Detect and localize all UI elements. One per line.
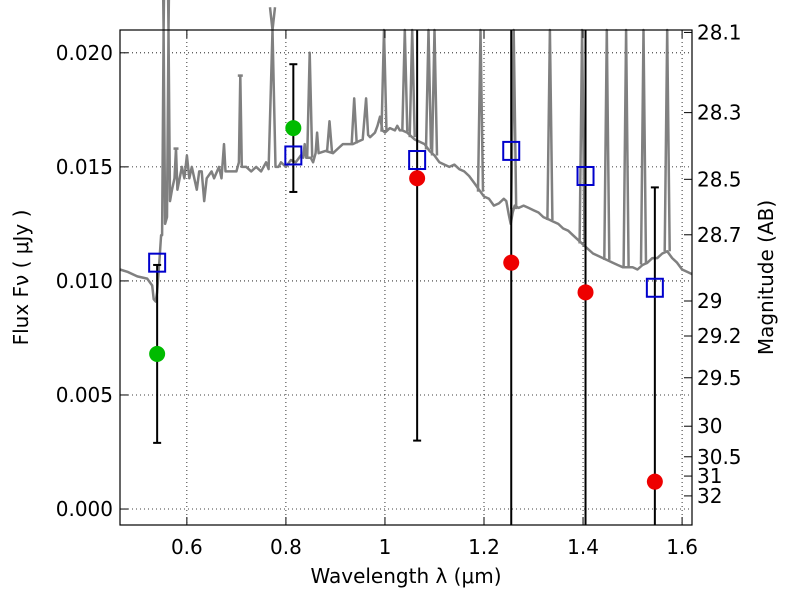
observed-point-red [409,170,426,187]
axis-ticks: 0.6 0.8 1 1.2 1.4 1.6 0.000 0.005 0.010 0.015 0.02… [56,20,742,559]
spectrum-layer [119,0,693,303]
mag-tick-label: 28.3 [697,101,742,125]
x-tick-label: 1.2 [468,535,500,559]
x-tick-label: 1.6 [666,535,698,559]
emission-line-spike [268,7,277,32]
x-axis-title: Wavelength λ (μm) [310,564,501,588]
model-photometry-square [645,277,664,298]
mag-tick-label: 29 [697,289,722,313]
emission-line-spike [424,28,433,150]
emission-line-spike [639,28,648,265]
plot-frame [119,29,693,526]
model-photometry-square [502,140,521,161]
emission-line-spike [325,119,334,153]
grid-layer [120,30,692,525]
emission-line-spike [663,28,671,252]
y-axis-title: Flux Fν ( μJy ) [9,210,33,346]
y-tick-label: 0.010 [56,269,113,293]
mag-tick-label: 31 [697,464,722,488]
data-points [148,120,664,490]
y-tick-label: 0.020 [56,41,113,65]
emission-line-spike [401,28,409,132]
model-photometry-square [148,252,167,273]
observed-point-green [149,345,166,362]
observed-point-green [285,120,302,137]
emission-line-spike [408,28,416,138]
emission-line-spike [476,28,485,192]
emission-line-spike [350,97,358,144]
mag-tick-label: 30 [697,414,722,438]
mag-tick-label: 32 [697,484,722,508]
emission-line-spike [578,28,586,244]
x-tick-label: 0.8 [270,535,302,559]
observed-point-red [646,473,663,490]
mag-tick-label: 30.5 [697,445,742,469]
emission-line-spike [546,28,554,221]
magnitude-axis-title: Magnitude (AB) [754,200,778,355]
x-tick-label: 0.6 [171,535,203,559]
y-tick-label: 0.000 [56,497,113,521]
y-tick-label: 0.005 [56,383,113,407]
model-photometry-square [284,145,303,166]
mag-tick-label: 28.1 [697,20,742,44]
emission-line-spike [380,28,388,132]
emission-line-spike [161,0,166,32]
emission-line-spike [430,28,439,156]
x-tick-label: 1 [379,535,392,559]
model-spectrum-line [119,28,693,303]
observed-point-red [577,284,594,301]
observed-point-red [503,254,520,271]
mag-tick-label: 29.2 [697,324,742,348]
mag-tick-label: 28.7 [697,223,742,247]
emission-line-spike [305,51,314,158]
y-tick-label: 0.015 [56,155,113,179]
model-photometry-square [408,150,427,171]
emission-line-spike [603,28,611,260]
mag-tick-label: 28.5 [697,167,742,191]
mag-tick-label: 29.5 [697,366,742,390]
emission-line-spike [166,0,171,32]
x-tick-label: 1.4 [567,535,599,559]
emission-line-spike [622,28,630,268]
model-photometry-square [576,165,595,186]
